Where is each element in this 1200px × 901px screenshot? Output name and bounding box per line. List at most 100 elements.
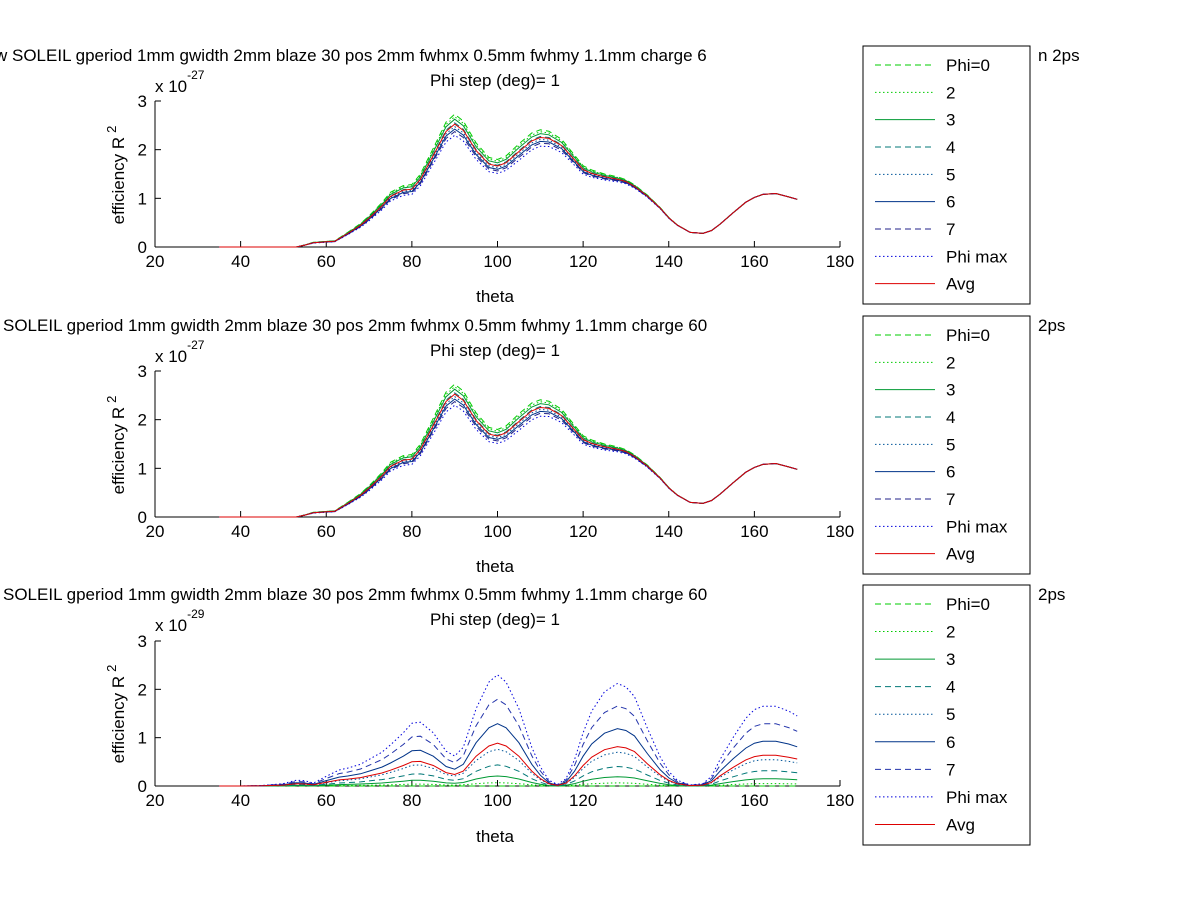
panel-3-axes: 20 40 60 80 100 120 140 160 180 0 1 2 3 bbox=[138, 632, 855, 810]
panel-1-ylabel: efficiency R 2 bbox=[104, 126, 128, 225]
panel-2-legend-box bbox=[862, 315, 1031, 575]
panel-3-title-line1-tail: 2ps bbox=[1038, 585, 1065, 604]
panel-1-x-tick-label: 160 bbox=[740, 252, 768, 271]
panel-1-axes: 20 40 60 80 100 120 140 160 180 0 1 2 3 bbox=[138, 92, 855, 271]
panel-3-y-tick-label: 1 bbox=[138, 729, 147, 748]
panel-2-x-tick-label: 100 bbox=[483, 522, 511, 541]
panel-3-legend-label: 2 bbox=[946, 623, 955, 642]
panel-1-x-tick-label: 180 bbox=[826, 252, 854, 271]
panel-2-series-6 bbox=[219, 398, 798, 518]
panel-3-series-phi-max bbox=[219, 674, 798, 787]
panel-3-ylabel-main: efficiency R bbox=[109, 676, 128, 764]
panel-1: w SOLEIL gperiod 1mm gwidth 2mm blaze 30… bbox=[0, 46, 1080, 306]
panel-3: SOLEIL gperiod 1mm gwidth 2mm blaze 30 p… bbox=[3, 585, 1065, 846]
panel-3-x-tick-label: 80 bbox=[402, 791, 421, 810]
panel-2-x-tick-label: 160 bbox=[740, 522, 768, 541]
panel-1-y-tick-label: 3 bbox=[138, 92, 147, 111]
panel-2-multiplier-exp: -27 bbox=[187, 338, 205, 352]
panel-1-x-tick-label: 80 bbox=[402, 252, 421, 271]
panel-3-series-4 bbox=[219, 764, 798, 787]
panel-1-series-phi-max bbox=[219, 134, 798, 248]
panel-2-series-phi-max bbox=[219, 404, 798, 518]
panel-2-multiplier: x 10-27 bbox=[155, 338, 205, 366]
panel-3-multiplier: x 10-29 bbox=[155, 607, 205, 635]
panel-1-legend-label: Phi=0 bbox=[946, 56, 990, 75]
panel-2-y-tick-label: 1 bbox=[138, 459, 147, 478]
panel-1-ylabel-main: efficiency R bbox=[109, 137, 128, 225]
panel-2-title-line1: SOLEIL gperiod 1mm gwidth 2mm blaze 30 p… bbox=[3, 316, 707, 335]
panel-1-series-6 bbox=[219, 128, 798, 248]
panel-3-series-6 bbox=[219, 723, 798, 787]
panel-3-y-tick-label: 3 bbox=[138, 632, 147, 651]
panel-1-series-5 bbox=[219, 125, 798, 248]
panel-1-x-tick-label: 140 bbox=[655, 252, 683, 271]
panel-1-y-tick-label: 2 bbox=[138, 141, 147, 160]
panel-1-legend-label: Phi max bbox=[946, 247, 1008, 266]
panel-2-legend-label: 3 bbox=[946, 381, 955, 400]
panel-2-series-7 bbox=[219, 400, 798, 518]
panel-2-y-tick-label: 3 bbox=[138, 362, 147, 381]
panel-3-legend-label: Avg bbox=[946, 815, 975, 834]
panel-2-x-tick-label: 180 bbox=[826, 522, 854, 541]
panel-3-legend-label: 4 bbox=[946, 678, 955, 697]
panel-3-ylabel: efficiency R 2 bbox=[104, 665, 128, 764]
panel-3-legend-label: 3 bbox=[946, 650, 955, 669]
panel-1-legend-label: 4 bbox=[946, 138, 955, 157]
panel-3-x-tick-label: 120 bbox=[569, 791, 597, 810]
panel-1-x-tick-label: 120 bbox=[569, 252, 597, 271]
panel-3-multiplier-base: x 10 bbox=[155, 616, 187, 635]
panel-1-series-phi-0 bbox=[219, 113, 798, 248]
panel-3-ylabel-sup: 2 bbox=[104, 665, 119, 672]
panel-3-x-tick-label: 180 bbox=[826, 791, 854, 810]
panel-3-legend-box bbox=[862, 584, 1031, 846]
panel-2-series-phi-0 bbox=[219, 383, 798, 518]
panel-2: SOLEIL gperiod 1mm gwidth 2mm blaze 30 p… bbox=[3, 316, 1065, 576]
panel-1-series-3 bbox=[219, 118, 798, 248]
panel-3-legend-label: Phi max bbox=[946, 788, 1008, 807]
panel-2-x-tick-label: 140 bbox=[655, 522, 683, 541]
panel-1-title-line1-tail: n 2ps bbox=[1038, 46, 1080, 65]
panel-2-legend-label: Phi=0 bbox=[946, 326, 990, 345]
panel-2-legend-label: Phi max bbox=[946, 517, 1008, 536]
panel-3-x-tick-label: 60 bbox=[317, 791, 336, 810]
panel-3-series-avg bbox=[219, 742, 798, 787]
panel-2-legend-label: 7 bbox=[946, 490, 955, 509]
panel-1-y-tick-label: 1 bbox=[138, 189, 147, 208]
panel-3-legend-label: 5 bbox=[946, 705, 955, 724]
panel-2-title-line2: Phi step (deg)= 1 bbox=[430, 341, 560, 360]
panel-1-title-line2: Phi step (deg)= 1 bbox=[430, 71, 560, 90]
panel-1-y-tick-label: 0 bbox=[138, 238, 147, 257]
panel-1-legend-label: 2 bbox=[946, 83, 955, 102]
panel-2-x-tick-label: 80 bbox=[402, 522, 421, 541]
panel-3-legend-label: 6 bbox=[946, 733, 955, 752]
panel-2-legend-label: 2 bbox=[946, 353, 955, 372]
panel-1-legend-label: 7 bbox=[946, 220, 955, 239]
panel-2-legend-label: 6 bbox=[946, 463, 955, 482]
panel-2-ylabel-sup: 2 bbox=[104, 396, 119, 403]
panel-3-legend-label: 7 bbox=[946, 760, 955, 779]
panel-1-series-avg bbox=[219, 123, 798, 248]
panel-2-legend: Phi=0 2 3 4 5 6 7 Phi max Avg bbox=[862, 315, 1031, 575]
panel-3-series-2 bbox=[219, 782, 798, 787]
panel-1-legend-label: 6 bbox=[946, 193, 955, 212]
panel-3-x-tick-label: 100 bbox=[483, 791, 511, 810]
panel-1-xlabel: theta bbox=[476, 287, 514, 306]
panel-1-legend-label: Avg bbox=[946, 275, 975, 294]
panel-1-multiplier: x 10-27 bbox=[155, 68, 205, 96]
panel-3-legend-label: Phi=0 bbox=[946, 595, 990, 614]
panel-1-legend-label: 3 bbox=[946, 111, 955, 130]
panel-1-legend: Phi=0 2 3 4 5 6 7 Phi max Avg bbox=[862, 45, 1031, 305]
panel-1-legend-label: 5 bbox=[946, 165, 955, 184]
panel-2-series-avg bbox=[219, 393, 798, 518]
panel-1-x-tick-label: 100 bbox=[483, 252, 511, 271]
panel-2-legend-label: 4 bbox=[946, 408, 955, 427]
panel-2-series-3 bbox=[219, 388, 798, 518]
panel-2-xlabel: theta bbox=[476, 557, 514, 576]
panel-2-x-tick-label: 120 bbox=[569, 522, 597, 541]
panel-3-title-line2: Phi step (deg)= 1 bbox=[430, 610, 560, 629]
panel-1-series-4 bbox=[219, 122, 798, 248]
panel-2-series-2 bbox=[219, 386, 798, 518]
panel-3-x-tick-label: 40 bbox=[231, 791, 250, 810]
panel-2-ylabel-main: efficiency R bbox=[109, 407, 128, 495]
